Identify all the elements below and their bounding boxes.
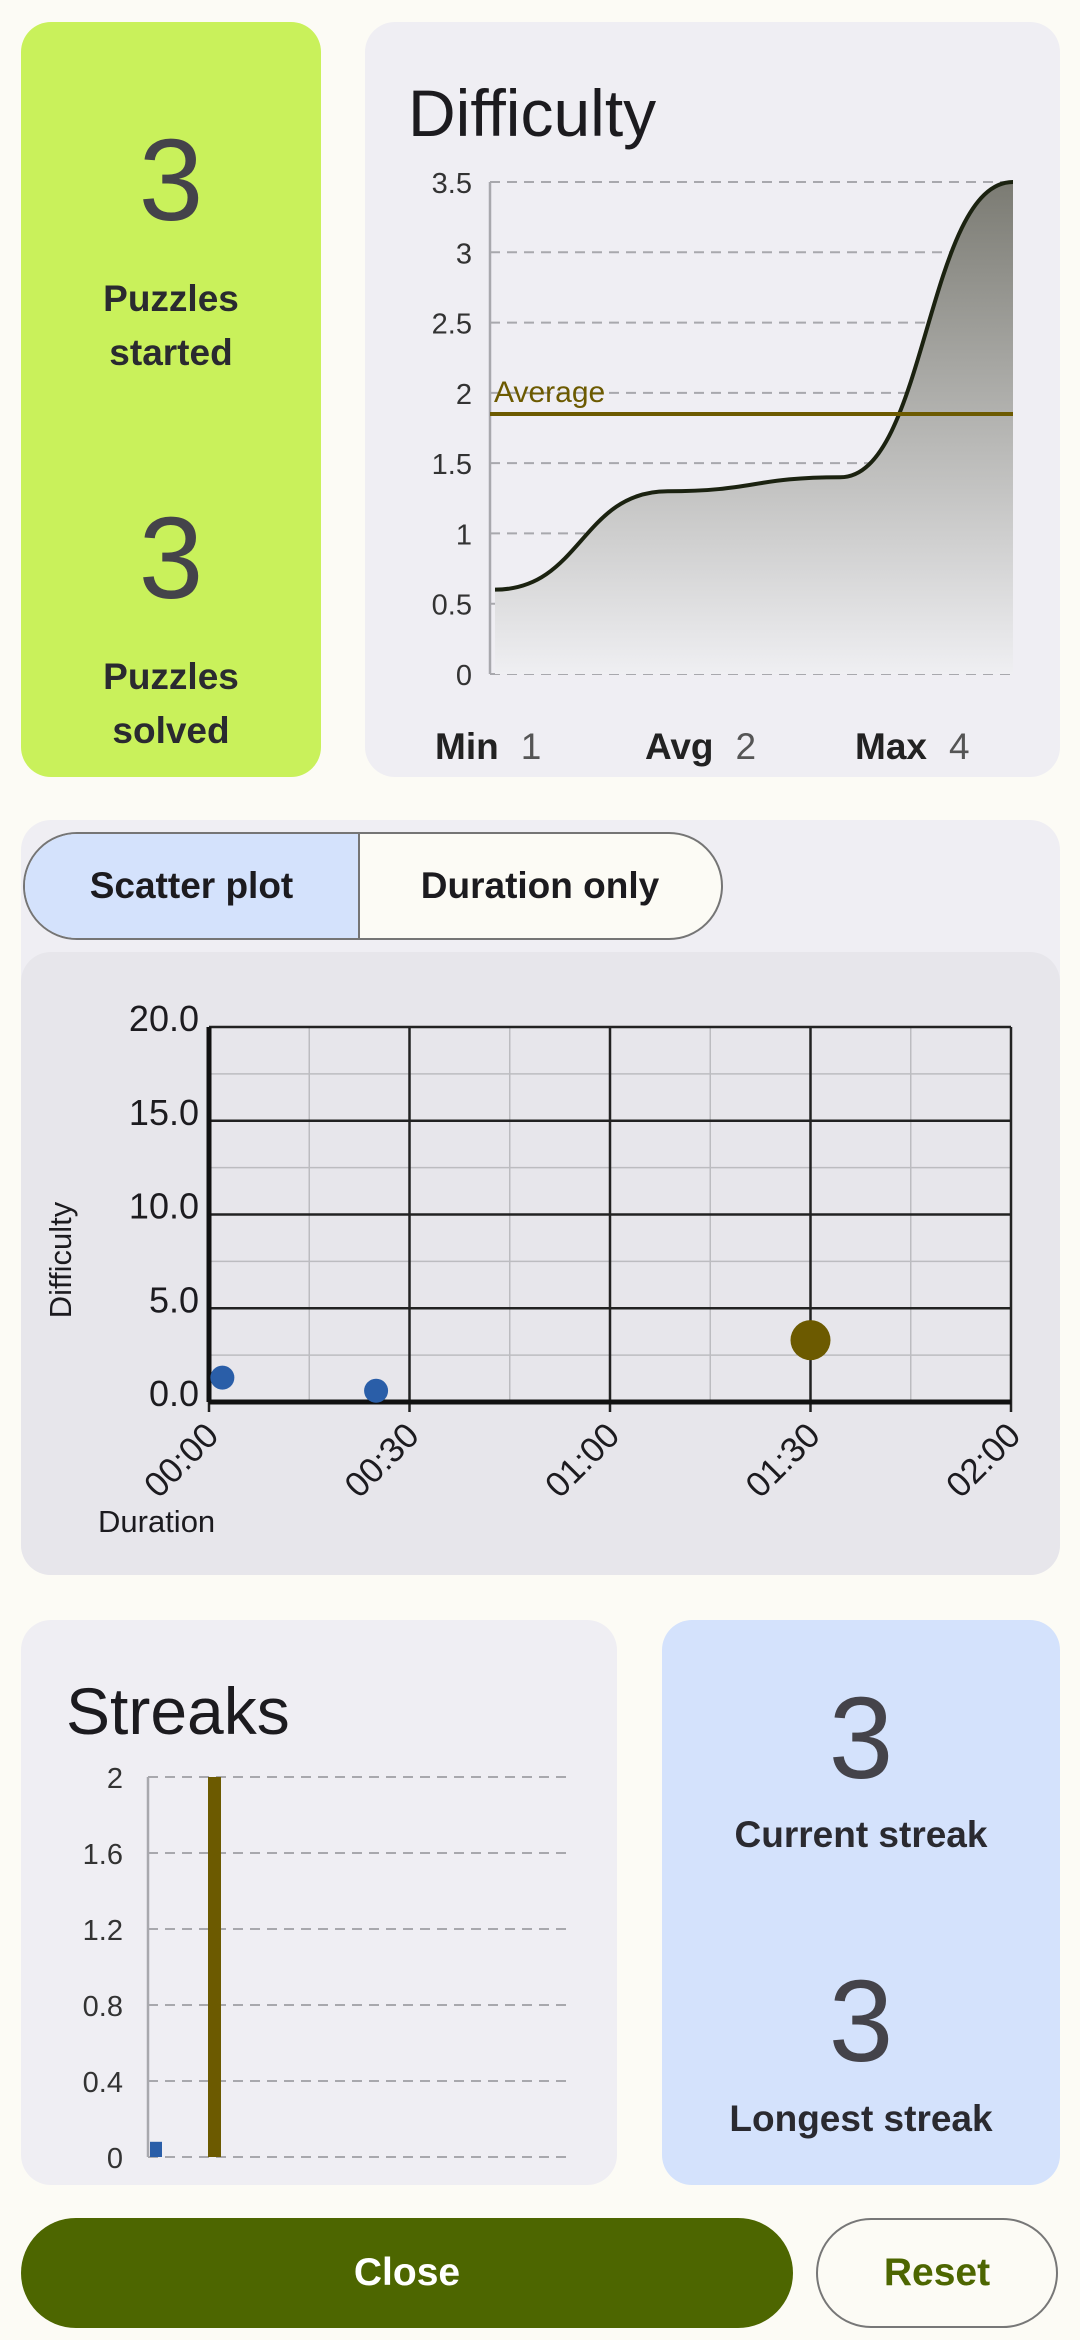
difficulty-y-tick: 1 <box>456 519 472 551</box>
scatter-y-label: Difficulty <box>43 1201 78 1318</box>
puzzles-solved-count: 3 <box>138 493 204 623</box>
difficulty-area <box>495 182 1013 674</box>
difficulty-line <box>494 180 1014 592</box>
difficulty-y-tick: 3 <box>456 238 472 270</box>
scatter-y-tick: 0.0 <box>149 1373 199 1414</box>
difficulty-title: Difficulty <box>408 76 657 150</box>
puzzle-summary-card: 3 Puzzles started 3 Puzzles solved <box>21 22 321 777</box>
scatter-x-tick: 00:00 <box>137 1416 227 1506</box>
scatter-chart: 0.0 5.0 10.0 15.0 20.0 00:00 00:30 01:00 01:30 02… <box>43 998 1029 1539</box>
scatter-chart-panel: 0.0 5.0 10.0 15.0 20.0 00:00 00:30 01:00 01:30 02… <box>21 952 1060 1575</box>
close-button[interactable]: Close <box>21 2218 793 2328</box>
scatter-x-tick: 02:00 <box>939 1416 1029 1506</box>
tab-scatter-plot[interactable]: Scatter plot <box>25 834 360 938</box>
longest-streak-value: 3 <box>828 1956 894 2086</box>
difficulty-y-tick: 3.5 <box>432 168 472 200</box>
tab-duration-only[interactable]: Duration only <box>420 865 660 906</box>
streaks-y-tick: 1.6 <box>83 1839 123 1871</box>
scatter-x-tick: 01:00 <box>538 1416 628 1506</box>
scatter-x-tick: 01:30 <box>738 1416 828 1506</box>
scatter-y-tick: 20.0 <box>129 998 199 1039</box>
scatter-y-tick: 5.0 <box>149 1279 199 1320</box>
current-streak-label: Current streak <box>734 1814 988 1855</box>
streaks-y-tick: 2 <box>107 1763 123 1795</box>
scatter-y-tick: 10.0 <box>129 1186 199 1227</box>
streaks-chart: 0 0.4 0.8 1.2 1.6 2 <box>83 1763 573 2175</box>
scatter-point <box>364 1378 389 1403</box>
difficulty-y-tick: 0.5 <box>432 590 472 622</box>
puzzles-started-count: 3 <box>138 115 204 245</box>
scatter-point <box>210 1365 235 1390</box>
scatter-point <box>790 1320 831 1361</box>
chart-mode-toggle: Scatter plot Duration only <box>23 832 723 940</box>
max-stat: Max 4 <box>855 726 970 767</box>
difficulty-chart: 0 0.5 1 1.5 2 2.5 3 3.5 Average <box>432 168 1014 692</box>
streaks-card: Streaks 0 0.4 0.8 1.2 1.6 2 <box>21 1620 617 2185</box>
streaks-title: Streaks <box>66 1674 290 1748</box>
streak-bar <box>150 2141 162 2157</box>
streaks-y-tick: 0.8 <box>83 1991 123 2023</box>
min-stat: Min 1 <box>435 726 542 767</box>
difficulty-y-tick: 0 <box>456 660 472 692</box>
puzzles-solved-label: Puzzles solved <box>103 656 239 751</box>
scatter-x-label: Duration <box>98 1504 215 1539</box>
puzzles-started-label: Puzzles started <box>103 278 239 373</box>
avg-stat: Avg 2 <box>645 726 757 767</box>
scatter-x-tick: 00:30 <box>337 1416 427 1506</box>
difficulty-card: Difficulty 0 0.5 1 1.5 2 2.5 3 3.5 Average Min 1 … <box>365 22 1060 777</box>
difficulty-y-tick: 2.5 <box>432 309 472 341</box>
reset-button[interactable]: Reset <box>816 2218 1058 2328</box>
difficulty-y-tick: 2 <box>456 379 472 411</box>
current-streak-value: 3 <box>828 1673 894 1803</box>
scatter-y-tick: 15.0 <box>129 1092 199 1133</box>
streaks-y-tick: 0 <box>107 2143 123 2175</box>
average-label: Average <box>494 376 605 409</box>
difficulty-y-tick: 1.5 <box>432 449 472 481</box>
streak-summary-card: 3 Current streak 3 Longest streak <box>662 1620 1060 2185</box>
streak-bar <box>208 1777 221 2157</box>
streaks-y-tick: 1.2 <box>83 1915 123 1947</box>
streaks-y-tick: 0.4 <box>83 2067 123 2099</box>
longest-streak-label: Longest streak <box>729 2098 993 2139</box>
